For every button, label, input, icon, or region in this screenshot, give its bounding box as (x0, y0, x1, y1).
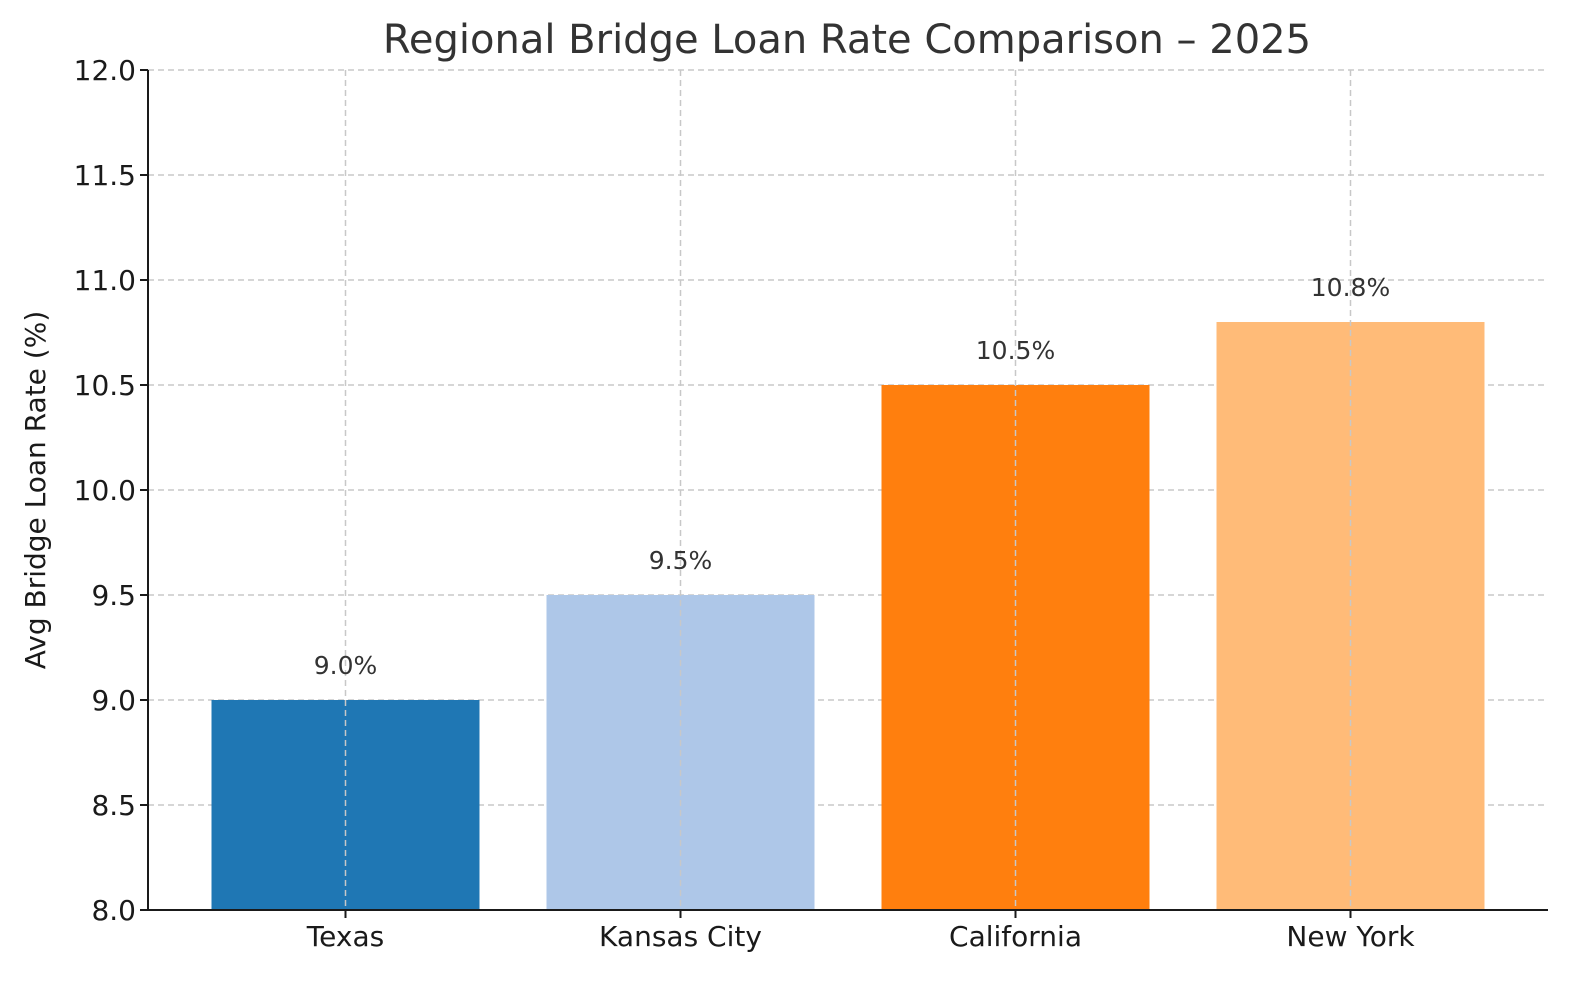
y-tick-label: 10.5 (74, 369, 136, 402)
y-tick-label: 12.0 (74, 54, 136, 87)
y-tick-label: 9.0 (91, 684, 136, 717)
y-tick-label: 11.5 (74, 159, 136, 192)
y-axis-ticks: 8.0 8.5 9.0 9.5 10.0 10.5 11.0 11.5 12.0 (74, 54, 148, 927)
x-tick-label: Texas (306, 920, 384, 953)
chart-title: Regional Bridge Loan Rate Comparison – 2… (383, 17, 1311, 63)
value-label: 9.0% (314, 651, 378, 680)
value-label: 10.5% (976, 336, 1055, 365)
bars (211, 322, 1485, 910)
y-tick-label: 9.5 (91, 579, 136, 612)
x-tick-label: Kansas City (599, 920, 762, 953)
y-tick-label: 8.5 (91, 789, 136, 822)
y-tick-label: 8.0 (91, 894, 136, 927)
x-axis-ticks: Texas Kansas City California New York (306, 910, 1415, 953)
x-tick-label: California (949, 920, 1082, 953)
value-labels: 9.0% 9.5% 10.5% 10.8% (314, 273, 1390, 680)
y-tick-label: 11.0 (74, 264, 136, 297)
y-axis-label: Avg Bridge Loan Rate (%) (19, 311, 52, 670)
y-tick-label: 10.0 (74, 474, 136, 507)
value-label: 9.5% (649, 546, 713, 575)
x-tick-label: New York (1286, 920, 1415, 953)
value-label: 10.8% (1311, 273, 1390, 302)
